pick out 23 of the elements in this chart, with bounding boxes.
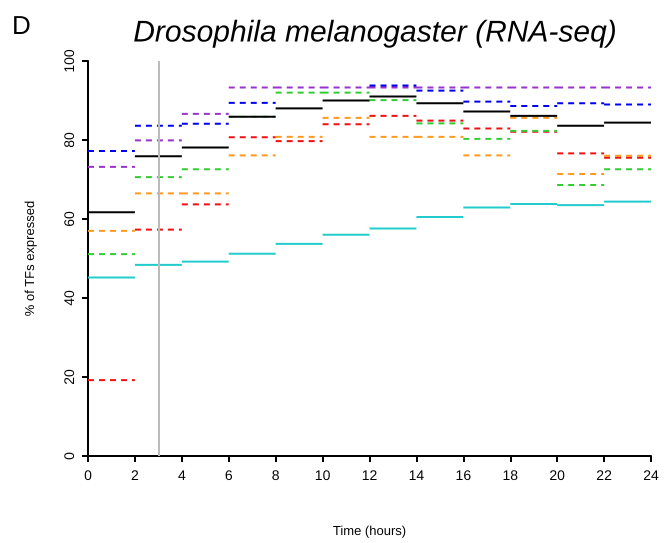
x-tick-label: 22 [596, 467, 612, 483]
y-tick-label: 80 [61, 132, 77, 148]
x-tick-label: 6 [224, 467, 233, 483]
chart-title: Drosophila melanogaster (RNA-seq) [133, 16, 617, 48]
y-tick-label: 0 [61, 452, 77, 460]
x-axis-title: Time (hours) [332, 523, 406, 538]
text: D [12, 10, 31, 40]
y-axis-title: % of TFs expressed [22, 200, 37, 316]
x-tick-label: 14 [408, 467, 424, 483]
y-tick-label: 40 [61, 290, 77, 306]
y-tick-label: 100 [61, 49, 77, 73]
x-tick-label: 12 [362, 467, 378, 483]
x-tick-label: 8 [272, 467, 280, 483]
y-tick-label: 20 [61, 369, 77, 385]
x-tick-label: 18 [502, 467, 518, 483]
x-tick-label: 4 [178, 467, 186, 483]
x-tick-label: 10 [314, 467, 331, 483]
x-tick-label: 24 [643, 467, 659, 483]
x-tick-label: 16 [456, 467, 472, 483]
x-tick-label: 0 [84, 467, 92, 483]
x-tick-label: 20 [549, 467, 566, 483]
y-tick-label: 60 [61, 211, 77, 227]
x-tick-label: 2 [131, 467, 140, 483]
